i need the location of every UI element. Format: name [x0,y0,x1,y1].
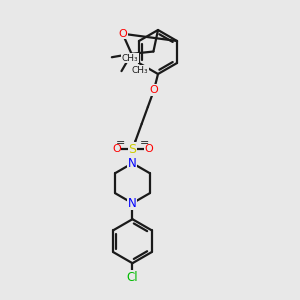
Text: O: O [118,29,127,39]
Text: O: O [144,144,153,154]
Text: O: O [150,85,158,95]
Text: N: N [128,157,137,170]
Text: O: O [112,144,121,154]
Text: N: N [128,197,137,210]
Text: Cl: Cl [127,271,138,284]
Text: =: = [140,138,149,148]
Text: CH₃: CH₃ [122,54,139,63]
Text: =: = [116,138,125,148]
Text: S: S [128,143,136,156]
Text: CH₃: CH₃ [131,66,148,75]
